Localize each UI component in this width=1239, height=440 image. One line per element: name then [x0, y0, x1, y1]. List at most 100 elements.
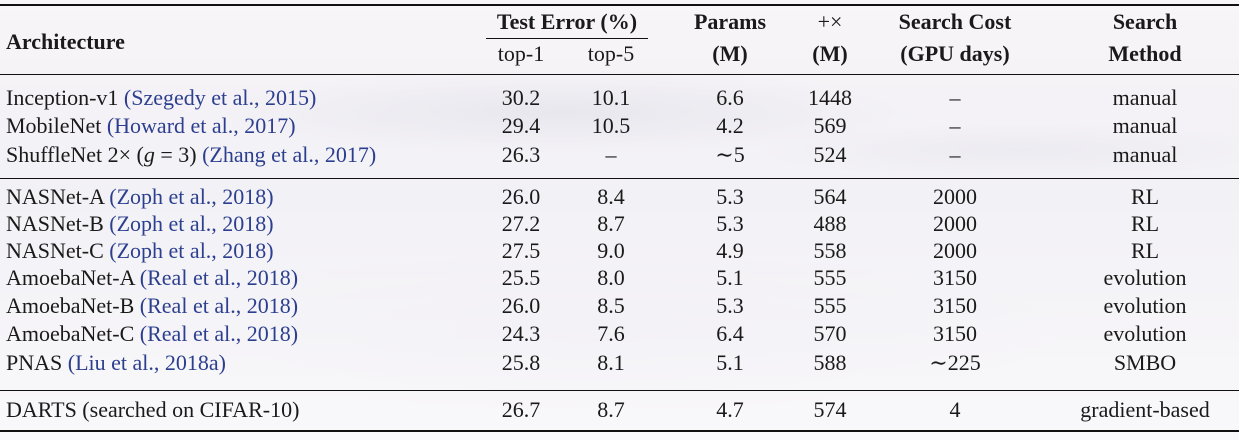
citation-link[interactable]: (Szegedy et al., 2015) — [123, 85, 317, 110]
cell-cost: 2000 — [933, 238, 977, 263]
citation-link[interactable]: (Howard et al., 2017) — [106, 113, 296, 138]
cell-method: manual — [1112, 142, 1178, 167]
header-params-2: (M) — [712, 41, 748, 66]
header-params-1: Params — [693, 9, 767, 34]
cell-cost: – — [949, 113, 961, 138]
cell-cost: 4 — [949, 397, 961, 422]
table-row-arch: Inception-v1 (Szegedy et al., 2015) — [6, 85, 317, 110]
cell-top5: 8.4 — [597, 184, 625, 209]
cell-top5: 9.0 — [597, 238, 625, 263]
cell-cost: 3150 — [933, 321, 977, 346]
cell-method: evolution — [1103, 265, 1187, 290]
cell-params: 4.7 — [716, 397, 744, 422]
header-method-2: Method — [1108, 41, 1182, 66]
header-mult-1: +× — [817, 9, 843, 34]
cell-method: SMBO — [1113, 350, 1177, 375]
table-row-arch: NASNet-B (Zoph et al., 2018) — [6, 211, 274, 236]
cell-params: 6.4 — [716, 321, 744, 346]
citation-link[interactable]: (Real et al., 2018) — [139, 265, 299, 290]
header-rule — [0, 74, 1239, 75]
cell-params: 5.1 — [716, 350, 744, 375]
header-cost-1: Search Cost — [898, 9, 1012, 34]
citation-link[interactable]: (Liu et al., 2018a) — [67, 350, 226, 375]
header-architecture: Architecture — [6, 29, 125, 54]
citation-link[interactable]: (Real et al., 2018) — [139, 293, 299, 318]
cell-params: 6.6 — [716, 85, 744, 110]
table-row-arch: ShuffleNet 2× (g = 3) (Zhang et al., 201… — [6, 142, 377, 167]
cell-method: gradient-based — [1080, 397, 1210, 422]
bottom-rule — [0, 430, 1239, 432]
cell-top1: 26.7 — [501, 397, 541, 422]
cell-top5: 8.7 — [597, 211, 625, 236]
group-rule-2 — [0, 390, 1239, 391]
cell-params: ∼5 — [715, 142, 745, 167]
table-row-arch: AmoebaNet-A (Real et al., 2018) — [6, 265, 299, 290]
cell-method: manual — [1112, 113, 1178, 138]
table-row-arch: NASNet-A (Zoph et al., 2018) — [6, 184, 274, 209]
cell-cost: 3150 — [933, 265, 977, 290]
cell-top1: 25.5 — [501, 265, 541, 290]
cell-mult: 555 — [813, 293, 847, 318]
cell-top5: 8.1 — [597, 350, 625, 375]
cell-params: 5.3 — [716, 293, 744, 318]
cell-method: evolution — [1103, 293, 1187, 318]
cell-top1: 26.0 — [501, 184, 541, 209]
cell-mult: 588 — [813, 350, 847, 375]
header-method-1: Search — [1112, 9, 1178, 34]
citation-link[interactable]: (Zoph et al., 2018) — [109, 211, 274, 236]
cell-top1: 26.3 — [501, 142, 541, 167]
cell-cost: 3150 — [933, 293, 977, 318]
cell-params: 5.3 — [716, 184, 744, 209]
table-row-arch: AmoebaNet-C (Real et al., 2018) — [6, 321, 299, 346]
top-rule — [0, 4, 1239, 6]
table-row-arch: NASNet-C (Zoph et al., 2018) — [6, 238, 274, 263]
cell-mult: 1448 — [808, 85, 852, 110]
cell-mult: 569 — [813, 113, 847, 138]
cell-top5: 10.5 — [591, 113, 631, 138]
cell-cost: 2000 — [933, 211, 977, 236]
cell-method: RL — [1130, 211, 1160, 236]
header-test-error: Test Error (%) — [496, 9, 638, 34]
citation-link[interactable]: (Zoph et al., 2018) — [109, 238, 274, 263]
cell-mult: 524 — [813, 142, 847, 167]
group-rule-1 — [0, 178, 1239, 179]
cell-method: RL — [1130, 238, 1160, 263]
cell-cost: ∼225 — [929, 350, 981, 375]
table-row-arch: MobileNet (Howard et al., 2017) — [6, 113, 296, 138]
cell-params: 4.2 — [716, 113, 744, 138]
cell-top1: 26.0 — [501, 293, 541, 318]
cell-mult: 558 — [813, 238, 847, 263]
cell-top5: 10.1 — [591, 85, 631, 110]
cell-method: RL — [1130, 184, 1160, 209]
cell-mult: 555 — [813, 265, 847, 290]
header-mult-2: (M) — [812, 41, 848, 66]
cell-top5: 8.7 — [597, 397, 625, 422]
header-top5: top-5 — [587, 41, 635, 66]
cell-mult: 574 — [813, 397, 847, 422]
cell-top1: 30.2 — [501, 85, 541, 110]
cell-params: 5.3 — [716, 211, 744, 236]
header-top1: top-1 — [497, 41, 545, 66]
cell-top1: 25.8 — [501, 350, 541, 375]
cell-top5: 8.5 — [597, 293, 625, 318]
cell-method: manual — [1112, 85, 1178, 110]
cell-mult: 564 — [813, 184, 847, 209]
cell-cost: – — [949, 142, 961, 167]
cell-cost: – — [949, 85, 961, 110]
cell-cost: 2000 — [933, 184, 977, 209]
cell-top1: 27.2 — [501, 211, 541, 236]
cell-mult: 570 — [813, 321, 847, 346]
table-row-arch: DARTS (searched on CIFAR-10) — [6, 397, 300, 422]
header-cost-2: (GPU days) — [900, 41, 1010, 66]
citation-link[interactable]: (Zhang et al., 2017) — [202, 142, 377, 167]
cell-top1: 27.5 — [501, 238, 541, 263]
cell-top1: 24.3 — [501, 321, 541, 346]
cell-top5: 7.6 — [597, 321, 625, 346]
table-row-arch: PNAS (Liu et al., 2018a) — [6, 350, 226, 375]
citation-link[interactable]: (Zoph et al., 2018) — [109, 184, 274, 209]
test-error-subrule — [486, 38, 648, 39]
citation-link[interactable]: (Real et al., 2018) — [139, 321, 299, 346]
cell-top1: 29.4 — [501, 113, 541, 138]
cell-params: 4.9 — [716, 238, 744, 263]
